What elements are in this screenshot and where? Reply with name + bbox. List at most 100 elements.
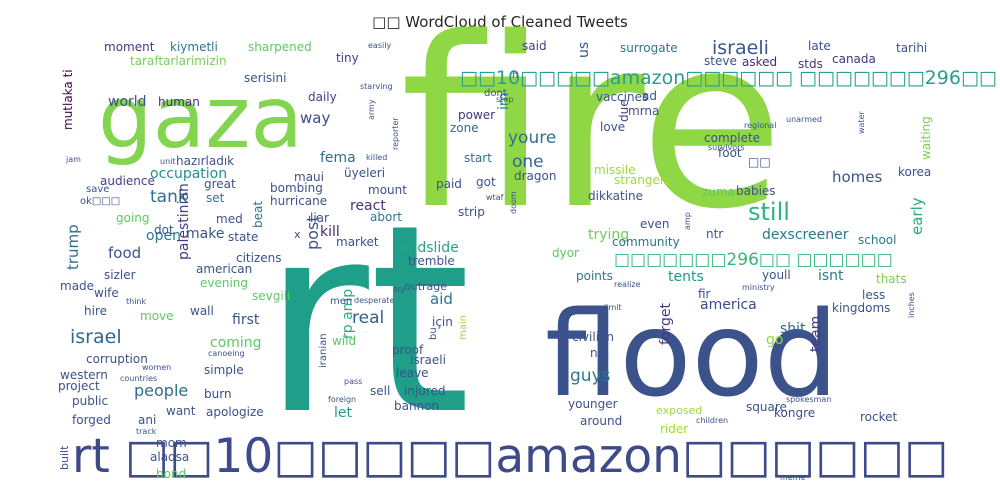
word-gaza-3: gaza <box>98 68 303 168</box>
word-forged-143: forged <box>72 413 111 427</box>
word-foot-76: foot <box>718 146 742 160</box>
word-ok-161: ok□□□ <box>80 196 120 207</box>
word-strangers-84: strangers <box>614 173 671 187</box>
word-bombing-87: bombing <box>270 181 323 195</box>
word-wild-126: wild <box>332 334 356 348</box>
word-korea-85: korea <box>898 165 931 179</box>
word-square-142: square <box>746 400 787 414</box>
word-coming-36: coming <box>210 335 262 351</box>
word-dikkatine-96: dikkatine <box>588 189 643 203</box>
word-realize-183: realize <box>614 280 641 289</box>
word-maui-82: maui <box>294 170 324 184</box>
word-react-26: react <box>350 198 386 214</box>
word-homes-19: homes <box>832 168 883 186</box>
word-abort-101: abort <box>370 210 402 224</box>
word-unit-163: unit <box>160 157 176 166</box>
word-still-8: still <box>748 198 790 226</box>
word-israeli-6: israeli <box>712 37 769 59</box>
word-human-63: human <box>158 95 200 109</box>
word-amp-186: amp <box>683 212 692 230</box>
word-doom-169: doom <box>509 191 518 214</box>
word-tank-10: tank <box>150 187 188 207</box>
word-made-116: made <box>60 279 94 293</box>
word-let-28: let <box>334 405 353 421</box>
word-tremble-109: tremble <box>408 254 455 268</box>
word-beat-99: beat <box>251 201 265 228</box>
word-serisini-64: serisini <box>244 71 286 85</box>
word-proof-127: proof <box>392 343 424 357</box>
word-great-86: great <box>204 177 236 191</box>
word-said-54: said <box>522 39 547 53</box>
word-wall-123: wall <box>190 304 214 318</box>
word-injured-137: injured <box>404 384 446 398</box>
word-food-17: food <box>108 244 141 262</box>
word-us-41: us <box>576 42 592 58</box>
word-flood-2: flood <box>545 285 839 423</box>
word-tarihi-57: tarihi <box>896 41 927 55</box>
word-civilian-128: civilian <box>572 330 614 344</box>
word-forget-45: forget <box>658 302 674 345</box>
word-nfa-131: nfa <box>590 346 609 360</box>
word-make-44: make <box>186 226 224 242</box>
word-desperate-170: desperate <box>354 296 394 305</box>
word-power-67: power <box>458 108 495 122</box>
word-med-98: med <box>216 212 243 226</box>
word-vaccines-70: vaccines <box>596 90 648 104</box>
word-corruption-125: corruption <box>86 352 148 366</box>
word-isnt-35: isnt <box>818 268 844 284</box>
word-i-in-134: için <box>432 315 453 329</box>
word-main-157: main <box>458 315 469 340</box>
word-limit-182: limit <box>604 303 622 312</box>
word-complete-75: complete <box>704 131 760 145</box>
word-mutlaka-ti-66: mutlaka ti <box>61 69 75 130</box>
word-built-153: built <box>58 445 71 470</box>
word-one-11: one <box>512 152 544 172</box>
word-alaqsa-151: alaqsa <box>150 450 189 464</box>
word-world-40: world <box>108 94 147 110</box>
word-open-25: open <box>146 228 181 244</box>
word-easily-187: easily <box>368 41 391 50</box>
word-paid-88: paid <box>436 177 462 191</box>
word-sharpened-52: sharpened <box>248 40 312 54</box>
word-apologize-145: apologize <box>206 405 264 419</box>
word-move-122: move <box>140 309 174 323</box>
word-water-194: water <box>857 110 866 134</box>
word-evening-112: evening <box>200 276 248 290</box>
word-lsraeli-130: lsraeli <box>410 353 446 367</box>
word-going-97: going <box>116 211 150 225</box>
word-10-amazon-296-5: □□10□□□□□amazon□□□□□□ □□□□□□□296□□ <box>460 67 997 89</box>
word-aid-21: aid <box>430 290 453 308</box>
word-early-20: early <box>908 197 926 235</box>
word-haz-rlad-k-80: hazırladık <box>176 154 234 168</box>
word-state-105: state <box>228 230 258 244</box>
word-surrogate-55: surrogate <box>620 41 678 55</box>
word-thats-115: thats <box>876 272 907 286</box>
word-community-48: community <box>612 235 680 249</box>
word-dyor-107: dyor <box>552 246 579 260</box>
word-foreign-172: foreign <box>328 395 356 404</box>
word-late-56: late <box>808 39 831 53</box>
word-bu-156: bu <box>428 327 439 340</box>
word-fire-0: fire <box>400 0 784 261</box>
word-people-18: people <box>134 381 188 400</box>
word-sizler-110: sizler <box>104 268 136 282</box>
word-first-37: first <box>232 312 260 328</box>
word-sell-136: sell <box>370 384 390 398</box>
word-guys-15: guys <box>570 366 611 386</box>
word-go-43: go <box>766 332 783 348</box>
word-start-78: start <box>464 151 492 165</box>
word-moment-50: moment <box>104 40 155 54</box>
word-simple-129: simple <box>204 363 244 377</box>
word-zone-68: zone <box>450 121 479 135</box>
word-ministry-184: ministry <box>742 283 775 292</box>
word-bannon-139: bannon <box>394 399 439 413</box>
word-less-120: less <box>862 288 885 302</box>
word-mom-150: mom <box>156 436 187 450</box>
word-save-162: save <box>86 184 109 195</box>
word-leave-133: leave <box>396 366 429 380</box>
word-men-155: men <box>330 296 352 307</box>
word-children-178: children <box>696 416 728 425</box>
word-palestinian-39: palestinian <box>176 183 192 260</box>
word-trying-29: trying <box>588 227 629 243</box>
